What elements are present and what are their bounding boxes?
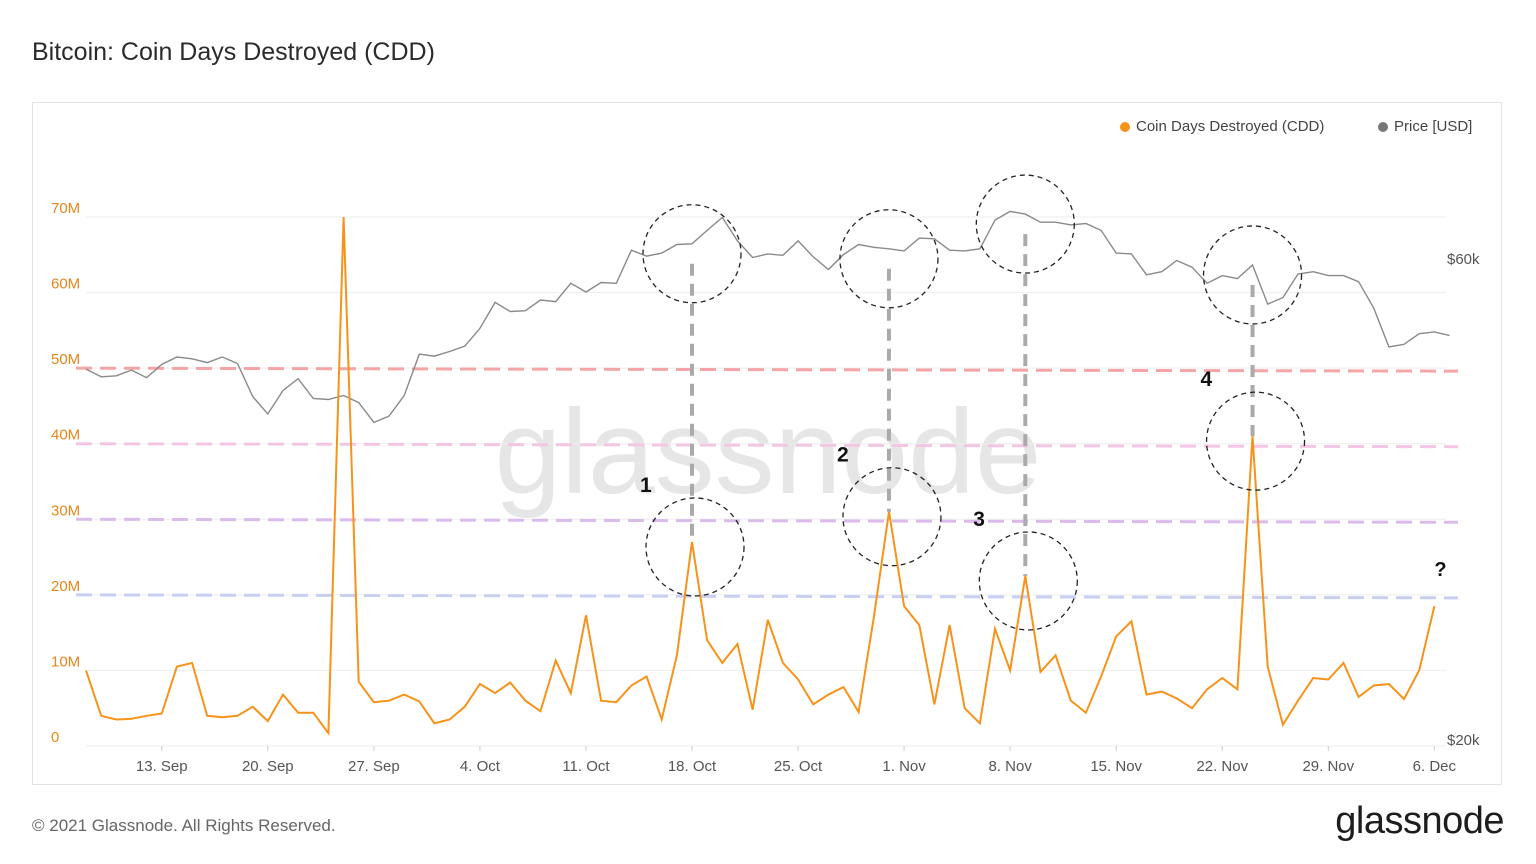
legend-label-price: Price [USD] <box>1394 118 1473 135</box>
glassnode-logo: glassnode <box>1335 800 1504 842</box>
annotation-label: ? <box>1434 559 1446 581</box>
reference-line <box>75 517 1459 524</box>
x-tick-label: 4. Oct <box>460 758 501 775</box>
legend-item-price[interactable]: Price [USD] <box>1378 118 1472 135</box>
x-tick-label: 22. Nov <box>1196 758 1248 775</box>
y-tick-label-right: $20k <box>1447 732 1480 749</box>
chart-svg: glassnode 0 10M 20M 30M 40M 50M 60M 70M $60k $20k 1… <box>51 174 1480 775</box>
y-tick-label-left: 70M <box>51 200 80 217</box>
annotation-label: 1 <box>640 474 652 497</box>
reference-line <box>75 366 1459 373</box>
reference-line <box>75 442 1459 449</box>
y-tick-label-left: 60M <box>51 276 80 293</box>
y-tick-label-left: 40M <box>51 427 80 444</box>
x-tick-label: 11. Oct <box>562 758 610 775</box>
watermark: glassnode <box>494 385 1041 519</box>
y-tick-label-right: $60k <box>1447 251 1480 268</box>
annotation-label: 2 <box>837 444 849 467</box>
annotation-label: 3 <box>973 508 985 531</box>
x-tick-label: 1. Nov <box>882 758 926 775</box>
annotation-label: 4 <box>1201 368 1213 391</box>
cdd-legend-dot <box>1120 121 1130 132</box>
cdd-line <box>85 216 1436 737</box>
annotation-circle-price <box>975 174 1075 274</box>
x-tick-label: 6. Dec <box>1413 758 1457 775</box>
x-tick-label: 27. Sep <box>348 758 400 775</box>
x-tick-label: 29. Nov <box>1302 758 1354 775</box>
x-tick-label: 18. Oct <box>668 758 717 775</box>
x-tick-label: 20. Sep <box>242 758 294 775</box>
x-tick-label: 8. Nov <box>988 758 1032 775</box>
annotation-circle-price <box>1202 225 1303 325</box>
x-tick-label: 25. Oct <box>774 758 823 775</box>
annotation-circle-cdd <box>645 497 745 597</box>
x-tick-label: 13. Sep <box>136 758 188 775</box>
y-tick-label-left: 50M <box>51 351 80 368</box>
chart-frame: glassnode 0 10M 20M 30M 40M 50M 60M 70M $60k $20k 1… <box>32 102 1502 785</box>
y-tick-label-left: 10M <box>51 653 80 670</box>
legend-item-cdd[interactable]: Coin Days Destroyed (CDD) <box>1120 118 1324 135</box>
annotation-circle-price <box>839 209 939 309</box>
reference-line <box>75 593 1459 600</box>
annotation-circle-cdd <box>978 531 1078 631</box>
legend-label-cdd: Coin Days Destroyed (CDD) <box>1136 118 1325 135</box>
price-line <box>85 210 1450 424</box>
x-tick-label: 15. Nov <box>1090 758 1142 775</box>
annotation-circle-cdd <box>842 467 942 567</box>
page-title: Bitcoin: Coin Days Destroyed (CDD) <box>32 38 435 66</box>
annotation-circle-price <box>642 204 742 304</box>
copyright-text: © 2021 Glassnode. All Rights Reserved. <box>32 816 336 835</box>
price-legend-dot <box>1378 121 1388 132</box>
y-tick-label-left: 30M <box>51 502 80 519</box>
annotation-circle-cdd <box>1205 391 1306 491</box>
y-tick-label-left: 0 <box>51 729 59 746</box>
y-tick-label-left: 20M <box>51 578 80 595</box>
